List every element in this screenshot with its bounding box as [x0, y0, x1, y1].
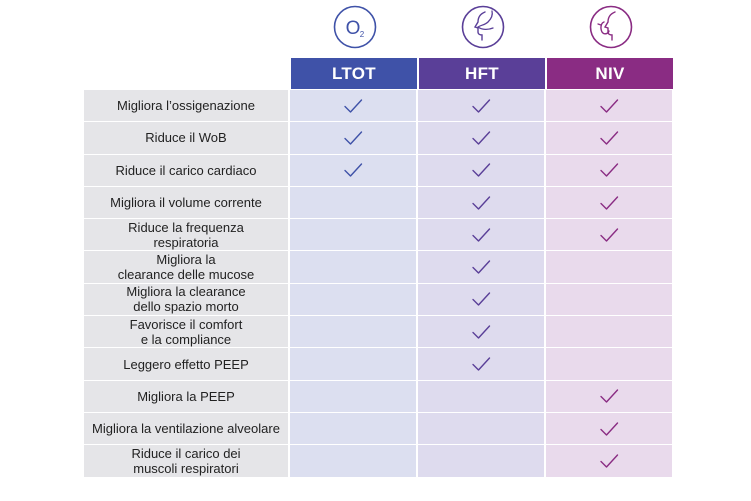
cell-hft [418, 283, 546, 317]
cell-ltot [290, 186, 418, 220]
checkmark-icon [600, 195, 619, 210]
row-label: Migliora la clearance delle mucose [84, 251, 290, 284]
nasal-cannula-icon [459, 3, 507, 51]
cell-ltot [290, 219, 418, 252]
cell-niv [546, 412, 674, 446]
checkmark-icon [472, 325, 491, 339]
cell-niv [546, 445, 674, 478]
cell-niv [546, 90, 674, 123]
checkmark-icon [600, 228, 619, 242]
cell-ltot [290, 283, 418, 317]
checkmark-icon [344, 131, 363, 145]
checkmark-icon [600, 389, 619, 404]
checkmark-icon [600, 163, 619, 177]
cell-hft [418, 122, 546, 155]
row-label: Favorisce il comfort e la compliance [84, 316, 290, 349]
row-label: Leggero effetto PEEP [84, 348, 290, 381]
cell-hft [418, 348, 546, 381]
cell-ltot [290, 251, 418, 284]
header-niv: NIV [547, 58, 673, 89]
row-label: Riduce il carico cardiaco [84, 154, 290, 187]
face-mask-icon [587, 3, 635, 51]
row-label: Riduce la frequenza respiratoria [84, 219, 290, 252]
cell-niv [546, 219, 674, 252]
cell-niv [546, 283, 674, 317]
row-label: Migliora il volume corrente [84, 186, 290, 220]
cell-niv [546, 316, 674, 349]
header-ltot: LTOT [291, 58, 417, 89]
cell-ltot [290, 90, 418, 123]
o2-icon: O 2 [331, 3, 379, 51]
cell-hft [418, 186, 546, 220]
cell-ltot [290, 380, 418, 413]
cell-niv [546, 122, 674, 155]
checkmark-icon [600, 98, 619, 113]
checkmark-icon [472, 260, 491, 274]
cell-hft [418, 90, 546, 123]
cell-hft [418, 251, 546, 284]
cell-hft [418, 154, 546, 187]
row-label: Migliora la PEEP [84, 380, 290, 413]
cell-ltot [290, 445, 418, 478]
cell-niv [546, 251, 674, 284]
checkmark-icon [344, 163, 363, 177]
cell-niv [546, 154, 674, 187]
cell-ltot [290, 412, 418, 446]
checkmark-icon [472, 131, 491, 145]
cell-niv [546, 186, 674, 220]
header-hft: HFT [419, 58, 545, 89]
row-label: Riduce il carico dei muscoli respiratori [84, 445, 290, 478]
o2-symbol: O [346, 18, 361, 39]
cell-ltot [290, 348, 418, 381]
cell-niv [546, 380, 674, 413]
comparison-table: Migliora l’ossigenazione Riduce il WoB Rid… [84, 90, 674, 478]
cell-hft [418, 445, 546, 478]
checkmark-icon [600, 454, 619, 468]
o2-subscript: 2 [360, 30, 365, 39]
checkmark-icon [472, 357, 491, 371]
checkmark-icon [600, 421, 619, 436]
checkmark-icon [472, 292, 491, 307]
checkmark-icon [472, 163, 491, 177]
row-label: Migliora la ventilazione alveolare [84, 412, 290, 446]
cell-ltot [290, 122, 418, 155]
checkmark-icon [600, 131, 619, 145]
checkmark-icon [472, 195, 491, 210]
checkmark-icon [472, 98, 491, 113]
cell-hft [418, 380, 546, 413]
row-label: Migliora l’ossigenazione [84, 90, 290, 123]
cell-ltot [290, 154, 418, 187]
row-label: Migliora la clearance dello spazio morto [84, 283, 290, 317]
row-label: Riduce il WoB [84, 122, 290, 155]
cell-niv [546, 348, 674, 381]
checkmark-icon [472, 228, 491, 242]
cell-hft [418, 316, 546, 349]
cell-hft [418, 412, 546, 446]
cell-hft [418, 219, 546, 252]
checkmark-icon [344, 98, 363, 113]
cell-ltot [290, 316, 418, 349]
